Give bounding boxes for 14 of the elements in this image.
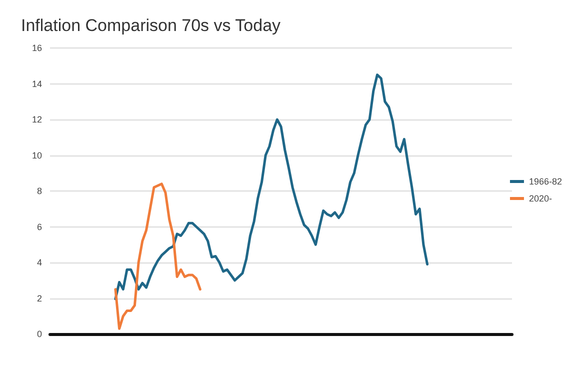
- line-series: [114, 182, 202, 330]
- legend-label: 2020-: [528, 194, 552, 204]
- legend-label: 1966-82: [528, 176, 562, 186]
- y-tick-label: 2: [36, 293, 42, 304]
- y-tick-label: 4: [36, 258, 42, 268]
- chart-title: Inflation Comparison 70s vs Today: [21, 16, 282, 35]
- y-tick-label: 6: [36, 222, 42, 232]
- y-tick-label: 8: [36, 186, 42, 196]
- line-series: [114, 74, 429, 300]
- y-tick-label: 14: [32, 78, 42, 89]
- y-tick-label: 16: [32, 43, 42, 53]
- y-tick-label: 10: [32, 150, 42, 160]
- y-tick-label: 12: [32, 114, 42, 124]
- y-tick-label: 0: [36, 329, 42, 339]
